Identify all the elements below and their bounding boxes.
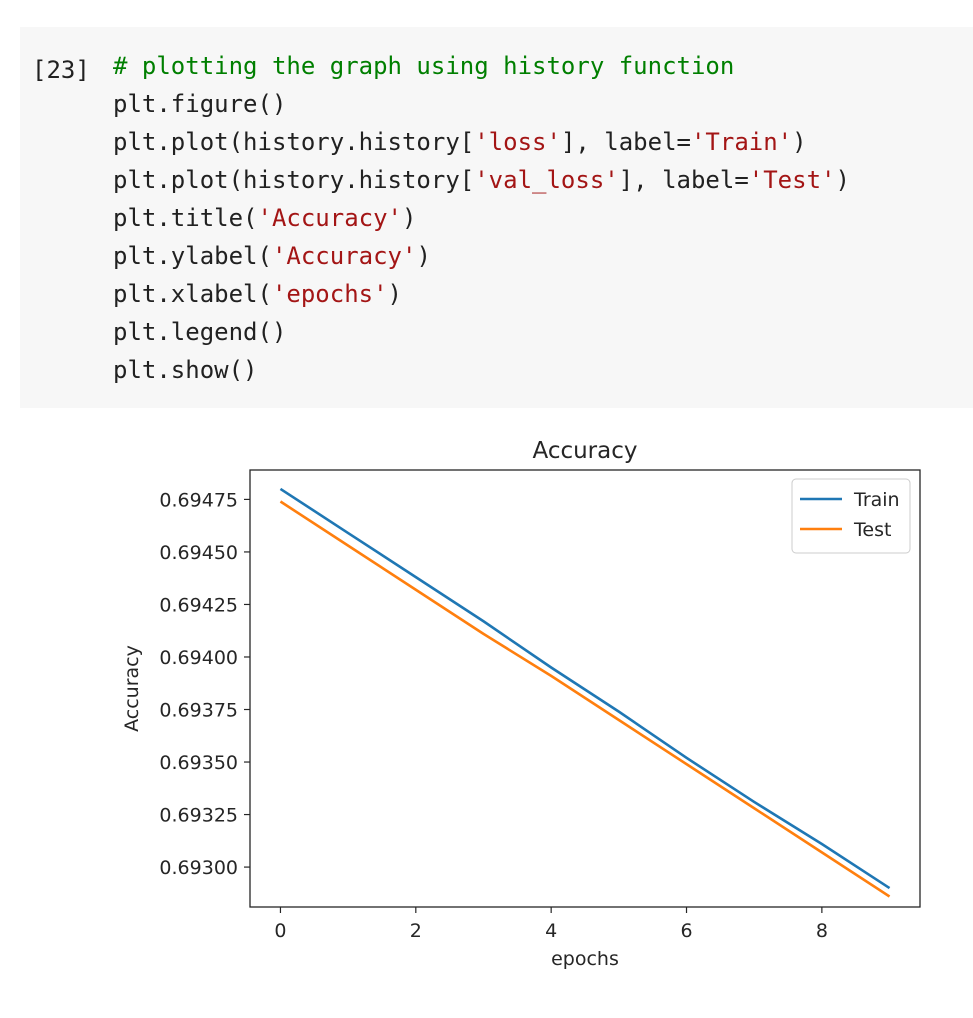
y-axis-label: Accuracy	[121, 645, 143, 732]
y-tick-label: 0.69375	[159, 700, 238, 722]
code-token: )	[835, 166, 850, 194]
code-string: 'Accuracy'	[271, 242, 417, 270]
code-string: 'val_loss'	[474, 166, 619, 194]
legend-label-test: Test	[853, 519, 891, 541]
y-tick-label: 0.69400	[159, 647, 238, 669]
x-tick-label: 4	[545, 920, 557, 942]
code-token: plt.figure()	[113, 90, 287, 118]
code-token: ], label=	[618, 166, 749, 194]
code-token: plt.legend()	[113, 318, 287, 346]
series-line-test	[279, 500, 891, 898]
x-tick-label: 8	[816, 920, 828, 942]
code-token: )	[387, 280, 402, 308]
code-token: plt.plot(history.history[	[113, 128, 475, 156]
x-axis-label: epochs	[551, 948, 619, 970]
y-tick-label: 0.69300	[159, 857, 238, 879]
code-line: plt.ylabel('Accuracy')	[113, 237, 850, 275]
cell-output: Accuracy 0.69300 0.69325 0.69350 0.69375 0.69…	[100, 425, 940, 985]
code-string: 'Accuracy'	[257, 204, 403, 232]
code-token: )	[416, 242, 431, 270]
code-line: plt.plot(history.history['val_loss'], la…	[113, 161, 850, 199]
code-string: 'loss'	[474, 128, 561, 156]
y-tick-label: 0.69475	[159, 489, 238, 511]
code-editor[interactable]: # plotting the graph using history funct…	[113, 47, 850, 389]
legend-label-train: Train	[853, 489, 900, 511]
code-line: plt.figure()	[113, 85, 850, 123]
code-string: 'Test'	[748, 166, 836, 194]
x-tick-label: 6	[680, 920, 692, 942]
code-comment: # plotting the graph using history funct…	[113, 52, 735, 80]
x-tick-label: 0	[274, 920, 286, 942]
y-tick-label: 0.69325	[159, 805, 238, 827]
code-line: plt.plot(history.history['loss'], label=…	[113, 123, 850, 161]
y-tick-label: 0.69350	[159, 752, 238, 774]
chart-title: Accuracy	[532, 438, 637, 464]
code-line: plt.title('Accuracy')	[113, 199, 850, 237]
code-line: plt.legend()	[113, 313, 850, 351]
x-tick-label: 2	[410, 920, 422, 942]
legend-box	[791, 478, 911, 554]
y-tick-label: 0.69450	[159, 542, 238, 564]
code-token: plt.xlabel(	[113, 280, 272, 308]
code-string: 'epochs'	[271, 280, 388, 308]
code-token: plt.show()	[113, 356, 258, 384]
accuracy-chart: Accuracy 0.69300 0.69325 0.69350 0.69375 0.69…	[121, 438, 921, 970]
execution-count: [23]	[32, 56, 90, 84]
code-token: plt.ylabel(	[113, 242, 272, 270]
code-token: )	[402, 204, 417, 232]
code-string: 'Train'	[690, 128, 793, 156]
code-token: plt.title(	[113, 204, 258, 232]
code-token: plt.plot(history.history[	[113, 166, 475, 194]
y-tick-label: 0.69425	[159, 594, 238, 616]
code-token: )	[792, 128, 807, 156]
series-line-train	[279, 487, 891, 890]
code-line: plt.show()	[113, 351, 850, 389]
code-line: # plotting the graph using history funct…	[113, 47, 850, 85]
code-line: plt.xlabel('epochs')	[113, 275, 850, 313]
plot-frame	[249, 469, 921, 908]
code-cell[interactable]: [23] # plotting the graph using history …	[20, 27, 973, 408]
code-token: ], label=	[560, 128, 691, 156]
